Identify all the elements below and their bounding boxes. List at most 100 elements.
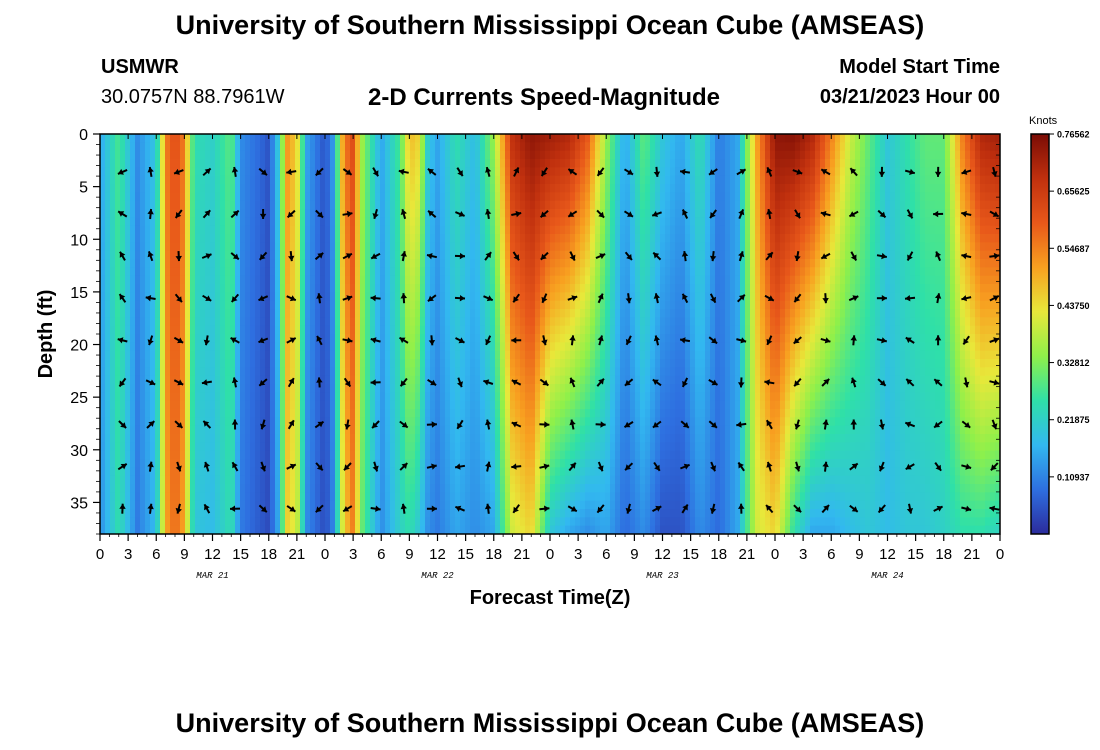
heatmap-cell [175,359,181,368]
heatmap-cell [160,375,166,385]
heatmap-cell [275,242,281,252]
heatmap-cell [480,167,486,177]
heatmap-cell [370,484,376,493]
heatmap-cell [145,309,151,318]
heatmap-cell [570,484,576,493]
heatmap-cell [250,184,256,193]
heatmap-cell [215,484,221,493]
heatmap-cell [415,159,421,168]
heatmap-cell [310,459,316,468]
heatmap-cell [145,409,151,418]
heatmap-cell [455,234,461,243]
heatmap-cell [375,275,381,285]
heatmap-cell [530,250,536,260]
heatmap-cell [540,284,546,293]
heatmap-cell [290,259,296,268]
heatmap-cell [360,334,366,343]
heatmap-cell [105,484,111,493]
heatmap-cell [515,309,521,318]
heatmap-cell [255,459,261,468]
heatmap-cell [560,334,566,343]
heatmap-cell [155,484,161,493]
heatmap-cell [410,292,416,302]
heatmap-cell [445,392,451,402]
heatmap-cell [515,442,521,452]
heatmap-cell [560,417,566,427]
heatmap-cell [150,484,156,493]
heatmap-cell [105,475,111,485]
heatmap-cell [475,225,481,235]
heatmap-cell [395,159,401,168]
heatmap-cell [475,159,481,168]
heatmap-cell [165,450,171,460]
heatmap-cell [370,367,376,377]
heatmap-cell [490,184,496,193]
heatmap-cell [505,292,511,302]
heatmap-cell [395,150,401,160]
heatmap-cell [420,434,426,443]
heatmap-cell [105,442,111,452]
heatmap-cell [115,225,121,235]
heatmap-cell [390,409,396,418]
heatmap-cell [605,500,611,510]
heatmap-cell [505,367,511,377]
heatmap-cell [460,192,466,202]
heatmap-cell [290,492,296,502]
heatmap-cell [590,159,596,168]
heatmap-cell [570,225,576,235]
heatmap-cell [420,350,426,360]
heatmap-cell [195,242,201,252]
heatmap-cell [615,375,621,385]
heatmap-cell [120,217,126,227]
heatmap-cell [590,150,596,160]
heatmap-cell [185,467,191,477]
heatmap-cell [505,334,511,343]
heatmap-cell [385,175,391,185]
heatmap-cell [115,400,121,410]
heatmap-cell [375,134,381,143]
heatmap-cell [355,417,361,427]
heatmap-cell [390,517,396,527]
heatmap-cell [305,292,311,302]
heatmap-cell [145,342,151,352]
heatmap-cell [135,317,141,327]
heatmap-cell [430,500,436,510]
heatmap-cell [385,492,391,502]
heatmap-cell [415,350,421,360]
heatmap-cell [305,259,311,268]
heatmap-cell [605,184,611,193]
heatmap-cell [265,225,271,235]
heatmap-cell [505,525,511,534]
heatmap-cell [255,392,261,402]
heatmap-cell [300,517,306,527]
heatmap-cell [230,309,236,318]
heatmap-cell [385,384,391,393]
heatmap-cell [505,150,511,160]
heatmap-cell [615,250,621,260]
heatmap-cell [555,175,561,185]
heatmap-cell [500,500,506,510]
heatmap-cell [255,259,261,268]
heatmap-cell [120,300,126,310]
heatmap-cell [245,417,251,427]
heatmap-cell [350,450,356,460]
heatmap-cell [525,250,531,260]
heatmap-cell [260,159,266,168]
heatmap-cell [135,284,141,293]
heatmap-cell [245,484,251,493]
heatmap-cell [450,517,456,527]
heatmap-cell [385,242,391,252]
heatmap-cell [395,492,401,502]
heatmap-cell [355,250,361,260]
heatmap-cell [195,175,201,185]
heatmap-cell [100,467,106,477]
heatmap-cell [235,184,241,193]
heatmap-cell [305,267,311,277]
heatmap-cell [525,309,531,318]
heatmap-cell [500,525,506,534]
heatmap-cell [490,484,496,493]
heatmap-cell [380,492,386,502]
heatmap-cell [385,217,391,227]
heatmap-cell [195,325,201,335]
heatmap-cell [345,434,351,443]
